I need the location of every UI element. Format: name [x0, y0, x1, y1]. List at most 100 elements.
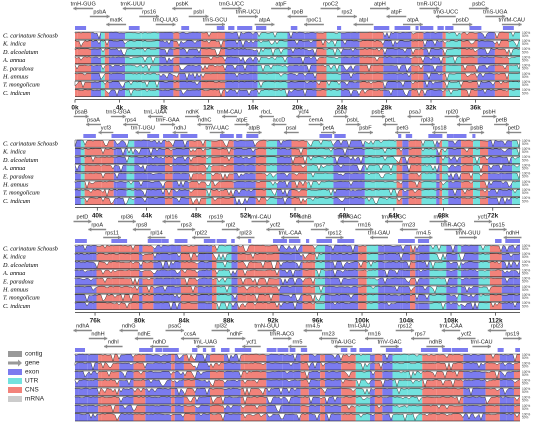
track-segment: [108, 48, 126, 56]
arrow-head: [431, 122, 435, 127]
track-segment: [257, 48, 276, 56]
track-segment: [108, 64, 126, 72]
track-segment: [209, 371, 224, 379]
track-segment: [91, 64, 102, 72]
arrow-head: [73, 328, 77, 333]
track-segment: [499, 396, 507, 404]
track-segment: [195, 405, 210, 413]
track-segment: [410, 261, 416, 269]
track-segment: [153, 261, 161, 269]
arrow-head: [444, 219, 448, 224]
track-segment: [101, 181, 114, 189]
identity-curve: [74, 387, 521, 396]
identity-curve: [74, 72, 521, 81]
track-segment: [87, 371, 99, 379]
tick-label: 0k: [71, 104, 79, 111]
gene-label: trnA-UGC: [382, 214, 407, 220]
gene-label: atpA: [407, 17, 419, 23]
track-segment: [445, 89, 461, 97]
track-segment: [501, 302, 514, 310]
track-segment: [254, 269, 267, 277]
scale-label: 100%: [522, 252, 530, 256]
track-segment: [382, 197, 390, 205]
track-segment: [183, 379, 196, 387]
track-segment: [442, 56, 446, 64]
track-segment: [372, 32, 384, 40]
scale-label: 100%: [522, 378, 530, 382]
track-segment: [320, 413, 325, 421]
track-segment: [389, 172, 397, 180]
track-segment: [189, 156, 198, 164]
gene-label: rpoB: [292, 9, 304, 15]
arrow-head: [246, 122, 250, 127]
track-segment: [355, 396, 370, 404]
track-segment: [233, 164, 246, 172]
track-segment: [369, 413, 375, 421]
legend-swatch: [8, 369, 22, 375]
track-segment: [501, 294, 514, 302]
track-segment: [513, 245, 520, 253]
track-segment: [248, 405, 267, 413]
arrow-head: [85, 114, 89, 119]
identity-curve: [74, 89, 521, 98]
track-segment: [415, 189, 422, 197]
track-segment: [430, 81, 443, 89]
gene-label: trnI-CAU: [250, 214, 272, 220]
track-segment: [134, 172, 148, 180]
track-segment: [153, 253, 161, 261]
track-segment: [266, 172, 278, 180]
track-segment: [275, 32, 288, 40]
track-segment: [133, 396, 146, 404]
track-segment: [248, 388, 267, 396]
track-segment: [464, 302, 479, 310]
track-segment: [165, 181, 173, 189]
track-segment: [349, 197, 365, 205]
track-segment: [291, 172, 308, 180]
track-segment: [180, 286, 198, 294]
track-segment: [378, 261, 385, 269]
track-segment: [396, 140, 403, 148]
arrow-head: [411, 328, 415, 333]
track-segment: [197, 197, 207, 205]
track-segment: [324, 277, 331, 285]
track-segment: [418, 48, 424, 56]
track-segment: [396, 181, 403, 189]
track-segment: [464, 286, 479, 294]
exon-block: [231, 239, 235, 243]
exon-block: [515, 348, 520, 352]
track-segment: [366, 277, 379, 285]
track-segment: [172, 197, 190, 205]
track-segment: [176, 269, 181, 277]
track-segment: [119, 277, 131, 285]
track-segment: [463, 362, 480, 370]
track-segment: [460, 73, 478, 81]
track-segment: [266, 294, 280, 302]
track-segment: [316, 48, 327, 56]
track-segment: [92, 277, 97, 285]
track-segment: [382, 156, 390, 164]
arrow-head: [117, 235, 121, 240]
track-segment: [104, 89, 109, 97]
track-segment: [75, 388, 79, 396]
track-segment: [225, 56, 239, 64]
track-segment: [78, 379, 88, 387]
arrow-head: [283, 130, 287, 135]
track-segment: [172, 140, 190, 148]
track-segment: [418, 32, 424, 40]
track-segment: [366, 286, 379, 294]
track-segment: [480, 181, 489, 189]
gene-label: rrn4.5: [416, 230, 431, 236]
track-segment: [509, 32, 520, 40]
track-segment: [170, 294, 177, 302]
gene-label: trnQ-UUG: [153, 17, 178, 23]
track-segment: [415, 261, 419, 269]
track-segment: [248, 396, 267, 404]
track-segment: [445, 81, 461, 89]
track-segment: [282, 379, 294, 387]
track-segment: [141, 40, 160, 48]
gene-label: rps8: [136, 222, 147, 228]
track-segment: [80, 140, 85, 148]
tick-label: 12k: [203, 104, 214, 111]
track-segment: [333, 189, 350, 197]
track-segment: [145, 379, 155, 387]
